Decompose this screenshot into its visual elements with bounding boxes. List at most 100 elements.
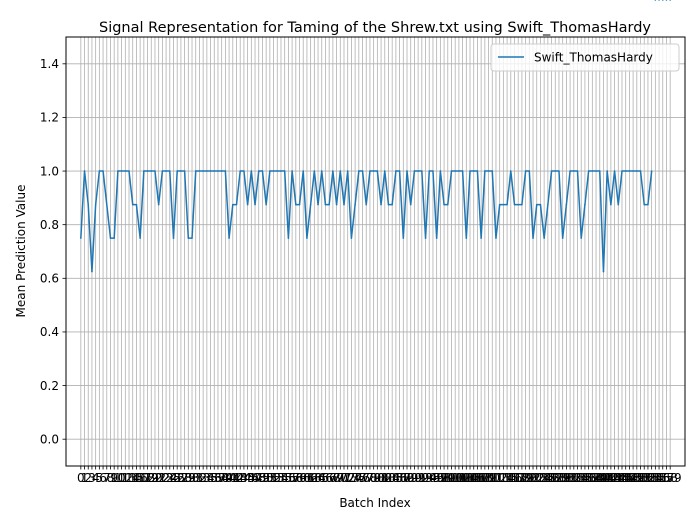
x-tick-label: 64 bbox=[310, 471, 325, 485]
data-point bbox=[328, 203, 330, 206]
x-tick-label: 149 bbox=[622, 471, 645, 485]
x-tick-label: 158 bbox=[655, 471, 678, 485]
data-point bbox=[321, 170, 323, 172]
data-point bbox=[402, 237, 405, 239]
data-point bbox=[495, 237, 497, 239]
x-tick-label: 80 bbox=[370, 471, 385, 485]
x-tick-label: 122 bbox=[522, 471, 545, 485]
data-point bbox=[510, 170, 512, 172]
data-point bbox=[91, 270, 93, 273]
data-point bbox=[358, 170, 360, 172]
data-point bbox=[257, 170, 260, 172]
x-tick-label: 40 bbox=[221, 471, 236, 485]
x-tick-label: 45 bbox=[240, 471, 255, 485]
x-tick-label: 1 bbox=[81, 471, 89, 485]
x-tick-label: 130 bbox=[551, 471, 574, 485]
y-axis-ticks: 0.0 0.2 0.4 0.6 0.8 1.0 1.2 1.4 bbox=[40, 57, 66, 446]
x-tick-label: 49 bbox=[255, 471, 270, 485]
x-tick-label: 140 bbox=[588, 471, 611, 485]
data-point bbox=[558, 170, 560, 172]
x-tick-label: 137 bbox=[577, 471, 600, 485]
x-tick-label: 156 bbox=[648, 471, 671, 485]
data-point bbox=[346, 170, 349, 172]
x-tick-label: 106 bbox=[462, 471, 485, 485]
data-point bbox=[669, 0, 671, 1]
data-point bbox=[406, 170, 408, 172]
x-tick-label: 77 bbox=[359, 471, 374, 485]
x-tick-label: 117 bbox=[503, 471, 526, 485]
data-point bbox=[269, 170, 271, 172]
x-tick-label: 105 bbox=[459, 471, 482, 485]
x-axis-ticks: 0123456789101112131415161718192021222324… bbox=[77, 466, 682, 485]
data-point bbox=[487, 170, 490, 172]
x-tick-label: 100 bbox=[440, 471, 463, 485]
x-tick-label: 27 bbox=[173, 471, 188, 485]
data-point bbox=[109, 237, 112, 239]
x-tick-label: 71 bbox=[336, 471, 351, 485]
data-point bbox=[128, 170, 130, 172]
data-point bbox=[287, 237, 290, 239]
data-point bbox=[472, 170, 475, 172]
data-point bbox=[599, 170, 601, 172]
data-point bbox=[532, 237, 534, 239]
x-tick-label: 135 bbox=[570, 471, 593, 485]
data-point bbox=[624, 170, 627, 172]
x-tick-label: 56 bbox=[281, 471, 296, 485]
data-point bbox=[513, 203, 516, 206]
x-tick-label: 17 bbox=[136, 471, 151, 485]
x-tick-label: 124 bbox=[529, 471, 552, 485]
data-point bbox=[246, 203, 249, 206]
x-tick-label: 6 bbox=[99, 471, 107, 485]
data-point bbox=[447, 203, 449, 206]
data-point bbox=[113, 237, 115, 239]
x-tick-label: 136 bbox=[573, 471, 596, 485]
data-point bbox=[154, 170, 156, 172]
x-tick-label: 145 bbox=[607, 471, 630, 485]
data-point bbox=[172, 237, 175, 239]
x-tick-label: 42 bbox=[229, 471, 244, 485]
y-tick-label: 1.2 bbox=[40, 111, 59, 125]
x-tick-label: 72 bbox=[340, 471, 355, 485]
data-point bbox=[547, 203, 549, 206]
x-tick-label: 132 bbox=[559, 471, 582, 485]
x-tick-label: 58 bbox=[288, 471, 303, 485]
data-point bbox=[636, 170, 638, 172]
y-axis-label: Mean Prediction Value bbox=[14, 185, 28, 318]
data-point bbox=[106, 203, 108, 206]
y-tick-label: 0.6 bbox=[40, 272, 59, 286]
data-point bbox=[521, 203, 523, 206]
x-tick-label: 47 bbox=[247, 471, 262, 485]
data-point bbox=[587, 170, 590, 172]
x-tick-label: 59 bbox=[292, 471, 307, 485]
x-tick-label: 86 bbox=[392, 471, 407, 485]
x-tick-label: 139 bbox=[585, 471, 608, 485]
x-tick-label: 97 bbox=[433, 471, 448, 485]
x-tick-label: 94 bbox=[422, 471, 437, 485]
data-point bbox=[306, 237, 308, 239]
data-point bbox=[480, 237, 482, 239]
data-point bbox=[87, 203, 89, 206]
x-tick-label: 79 bbox=[366, 471, 381, 485]
x-tick-label: 93 bbox=[418, 471, 433, 485]
data-point bbox=[350, 237, 353, 239]
x-tick-label: 51 bbox=[262, 471, 277, 485]
data-point bbox=[298, 203, 301, 206]
data-point bbox=[580, 237, 582, 239]
data-point bbox=[209, 170, 212, 172]
data-point bbox=[428, 170, 430, 172]
data-point bbox=[662, 0, 664, 1]
y-tick-label: 1.0 bbox=[40, 164, 59, 178]
data-point bbox=[606, 170, 608, 172]
data-point bbox=[146, 170, 149, 172]
x-tick-label: 5 bbox=[96, 471, 104, 485]
x-tick-label: 144 bbox=[603, 471, 626, 485]
x-tick-label: 31 bbox=[188, 471, 203, 485]
x-tick-label: 82 bbox=[377, 471, 392, 485]
data-point bbox=[469, 170, 471, 172]
data-point bbox=[191, 237, 193, 239]
data-point bbox=[183, 170, 186, 172]
x-tick-label: 25 bbox=[166, 471, 181, 485]
x-tick-label: 91 bbox=[410, 471, 425, 485]
x-tick-label: 41 bbox=[225, 471, 240, 485]
